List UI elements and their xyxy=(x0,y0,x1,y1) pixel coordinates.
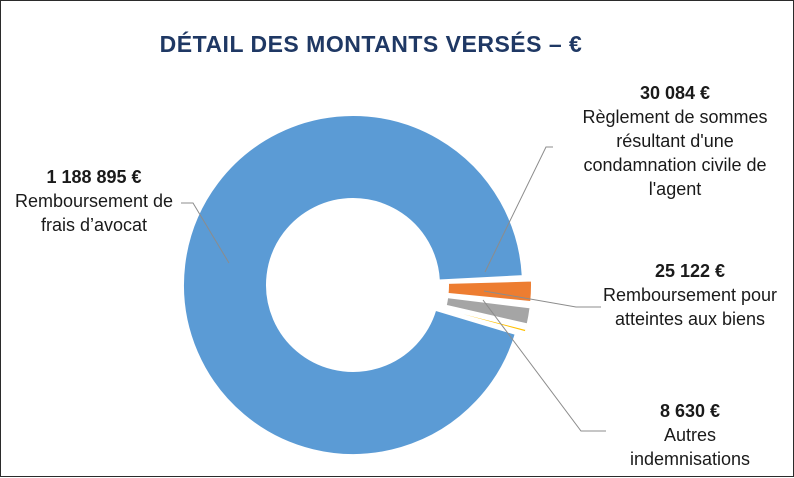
category-atteintes-biens: Remboursement pour atteintes aux biens xyxy=(602,285,778,329)
label-autres-indemnisations: 8 630 € Autres indemnisations xyxy=(613,399,767,471)
value-condamnation-civile: 30 084 € xyxy=(639,83,711,103)
category-frais-avocat: Remboursement de frais d’avocat xyxy=(14,191,174,235)
label-condamnation-civile: 30 084 € Règlement de sommes résultant d… xyxy=(561,81,789,201)
chart-title: DÉTAIL DES MONTANTS VERSÉS – € xyxy=(159,31,583,57)
category-autres-indemnisations: Autres indemnisations xyxy=(629,425,751,469)
slice-atteintes-biens xyxy=(444,295,532,326)
slice-autres-indemnisations xyxy=(443,307,528,334)
leader-frais-avocat xyxy=(181,202,230,264)
leader-autres-indemnisations xyxy=(482,299,606,432)
leader-condamnation-civile xyxy=(484,146,553,273)
value-autres-indemnisations: 8 630 € xyxy=(659,401,721,421)
category-condamnation-civile: Règlement de sommes résultant d'une cond… xyxy=(582,107,768,199)
label-atteintes-biens: 25 122 € Remboursement pour atteintes au… xyxy=(601,259,779,331)
value-atteintes-biens: 25 122 € xyxy=(654,261,726,281)
value-frais-avocat: 1 188 895 € xyxy=(46,167,142,187)
label-frais-avocat: 1 188 895 € Remboursement de frais d’avo… xyxy=(9,165,179,237)
slice-condamnation-civile xyxy=(446,279,533,304)
leader-atteintes-biens xyxy=(483,290,601,308)
slice-frais-avocat xyxy=(182,114,524,456)
